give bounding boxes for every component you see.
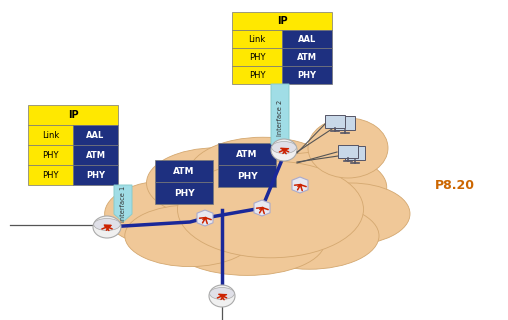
FancyBboxPatch shape bbox=[73, 165, 118, 185]
FancyBboxPatch shape bbox=[28, 145, 73, 165]
Text: ATM: ATM bbox=[173, 166, 195, 175]
Ellipse shape bbox=[271, 139, 297, 161]
Polygon shape bbox=[254, 200, 270, 216]
Text: IP: IP bbox=[277, 16, 288, 26]
FancyBboxPatch shape bbox=[282, 30, 332, 48]
FancyBboxPatch shape bbox=[232, 66, 282, 84]
Ellipse shape bbox=[177, 161, 364, 258]
Text: AAL: AAL bbox=[86, 131, 105, 140]
Text: ATM: ATM bbox=[85, 150, 106, 159]
Text: PHY: PHY bbox=[237, 172, 258, 180]
FancyBboxPatch shape bbox=[232, 48, 282, 66]
Text: Link: Link bbox=[248, 35, 266, 44]
Ellipse shape bbox=[292, 183, 410, 244]
Ellipse shape bbox=[105, 180, 235, 247]
Text: IP: IP bbox=[68, 110, 78, 120]
Ellipse shape bbox=[209, 285, 235, 307]
Ellipse shape bbox=[93, 216, 121, 238]
Text: P8.20: P8.20 bbox=[435, 179, 475, 191]
Text: Interface 2: Interface 2 bbox=[277, 100, 283, 136]
Text: PHY: PHY bbox=[298, 70, 316, 79]
Text: ATM: ATM bbox=[297, 52, 317, 61]
Ellipse shape bbox=[272, 141, 296, 154]
Text: AAL: AAL bbox=[298, 35, 316, 44]
Text: PHY: PHY bbox=[249, 52, 265, 61]
Ellipse shape bbox=[146, 148, 286, 218]
FancyBboxPatch shape bbox=[28, 105, 118, 125]
Text: PHY: PHY bbox=[42, 150, 59, 159]
FancyBboxPatch shape bbox=[73, 145, 118, 165]
Ellipse shape bbox=[125, 205, 255, 267]
Ellipse shape bbox=[188, 137, 337, 211]
Polygon shape bbox=[197, 210, 213, 226]
Text: Link: Link bbox=[42, 131, 59, 140]
FancyBboxPatch shape bbox=[282, 48, 332, 66]
FancyBboxPatch shape bbox=[218, 143, 276, 165]
FancyBboxPatch shape bbox=[338, 145, 358, 158]
Ellipse shape bbox=[239, 202, 379, 269]
FancyBboxPatch shape bbox=[282, 66, 332, 84]
Text: PHY: PHY bbox=[249, 70, 265, 79]
Ellipse shape bbox=[308, 118, 388, 178]
Ellipse shape bbox=[170, 209, 325, 276]
Polygon shape bbox=[271, 84, 289, 152]
FancyBboxPatch shape bbox=[232, 30, 282, 48]
FancyBboxPatch shape bbox=[73, 125, 118, 145]
FancyBboxPatch shape bbox=[232, 12, 332, 30]
Ellipse shape bbox=[93, 219, 120, 230]
FancyBboxPatch shape bbox=[155, 160, 213, 182]
Ellipse shape bbox=[247, 152, 387, 223]
FancyBboxPatch shape bbox=[335, 116, 355, 130]
FancyBboxPatch shape bbox=[155, 182, 213, 204]
FancyBboxPatch shape bbox=[28, 165, 73, 185]
Text: ATM: ATM bbox=[236, 149, 258, 158]
Text: PHY: PHY bbox=[42, 171, 59, 180]
FancyBboxPatch shape bbox=[28, 125, 73, 145]
Text: PHY: PHY bbox=[86, 171, 105, 180]
Polygon shape bbox=[292, 177, 308, 193]
FancyBboxPatch shape bbox=[218, 165, 276, 187]
FancyBboxPatch shape bbox=[345, 146, 365, 160]
Text: PHY: PHY bbox=[174, 188, 195, 197]
Polygon shape bbox=[114, 185, 132, 222]
FancyBboxPatch shape bbox=[325, 115, 345, 128]
Ellipse shape bbox=[210, 287, 234, 300]
Text: Interface 1: Interface 1 bbox=[120, 185, 126, 221]
